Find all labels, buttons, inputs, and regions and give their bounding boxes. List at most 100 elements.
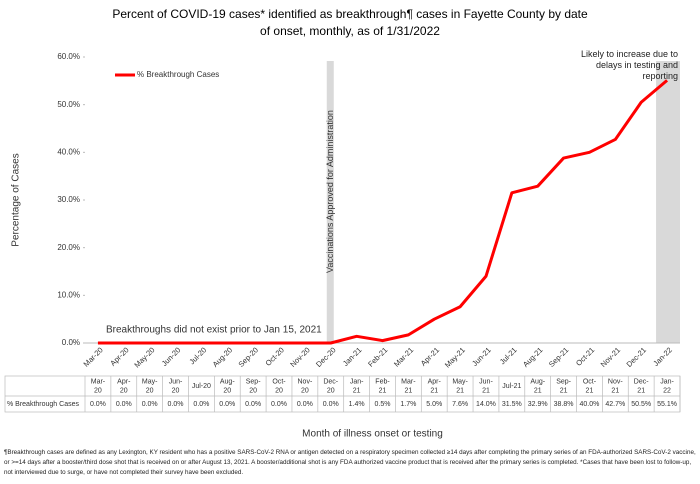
table-row-header: % Breakthrough Cases [7,401,79,408]
table-value: 0.0% [271,401,287,408]
table-header-part: Dec- [634,378,649,385]
x-tick-label: Aug-21 [521,345,544,368]
table-header-part: Oct- [272,378,286,385]
table-value: 0.0% [90,401,106,408]
table-value: 7.6% [452,401,468,408]
table-header: Sep- 20 [246,378,261,394]
table-header: May- 20 [142,378,158,394]
table-value: 55.1% [657,401,677,408]
table-header-part: Sep- [556,378,571,385]
table-header: Jul-20 [192,383,211,390]
table-value: 0.0% [323,401,339,408]
table-header-part: 21 [379,387,387,394]
table-value: 32.9% [528,401,548,408]
x-tick-label: Nov-21 [599,345,622,368]
table-header: Jan- 22 [660,378,674,394]
table-value: 0.0% [245,401,261,408]
table-value: 1.4% [349,401,365,408]
x-tick-label: Jun-20 [160,345,183,368]
table-header-part: Nov- [608,378,623,385]
table-header-part: May- [452,378,468,385]
x-tick-label: May-21 [443,345,467,369]
table-header-part: Feb- [375,378,390,385]
chart-title: Percent of COVID-19 cases* identified as… [112,7,588,38]
y-tick-label: 0.0% [62,338,80,347]
table-header-part: Jun- [169,378,183,385]
table-header-part: Apr- [117,378,131,385]
annotation: Breakthroughs did not exist prior to Jan… [106,325,322,336]
table-header-part: May- [142,378,158,385]
x-tick-label: Feb-21 [366,345,389,368]
table-value: 0.0% [193,401,209,408]
vaccine-band [326,61,334,343]
legend-label: % Breakthrough Cases [137,70,219,79]
footnote: ¶Breakthrough cases are defined as any L… [4,449,696,476]
x-tick-label: Apr-20 [108,345,130,367]
table-header: Mar- 21 [401,378,416,394]
y-tick-label: 10.0% [57,290,80,299]
table-header: Nov- 21 [608,378,623,394]
series-line [97,79,669,345]
table-value: 1.7% [400,401,416,408]
table-header-part: 21 [637,387,645,394]
table-header: Oct- 21 [583,378,597,394]
table-header-part: 21 [404,387,412,394]
table-header-part: 20 [275,387,283,394]
table-value: 0.0% [116,401,132,408]
table-header-part: 20 [120,387,128,394]
table-value: 40.0% [580,401,600,408]
table-header: Aug- 20 [220,378,235,394]
table-header-part: 21 [560,387,568,394]
table-header: Aug- 21 [530,378,545,394]
x-tick-label: Jul-21 [498,345,519,366]
table-value: 5.0% [426,401,442,408]
annotation: Vaccinations Approved for Administration [325,110,335,273]
table-header-part: Aug- [220,378,235,385]
table-value: 14.0% [476,401,496,408]
table-header: Sep- 21 [556,378,571,394]
x-tick-label: Dec-20 [314,345,337,368]
table-header-part: 20 [146,387,154,394]
table-header-part: 20 [94,387,102,394]
table-header-part: 22 [663,387,671,394]
table-header-part: Mar- [91,378,106,385]
table-header-part: Jun- [479,378,493,385]
table-header-part: Aug- [530,378,545,385]
table-header-part: 20 [249,387,257,394]
x-tick-label: Jan-22 [651,345,674,368]
table-header-part: Apr- [428,378,442,385]
x-tick-label: Oct-20 [264,345,286,367]
table-header: Apr- 21 [428,378,442,394]
table-header-part: 20 [327,387,335,394]
table-header: Jul-21 [502,383,521,390]
table-header: Feb- 21 [375,378,390,394]
table-header-part: 21 [353,387,361,394]
y-axis-label: Percentage of Cases [11,153,22,246]
table-header-part: 20 [223,387,231,394]
table-value: 0.0% [168,401,184,408]
table-header: Oct- 20 [272,378,286,394]
table-value: 0.5% [375,401,391,408]
x-tick-label: Jul-20 [187,345,208,366]
annotation: Likely to increase due to delays in test… [580,49,678,81]
table-header-part: Sep- [246,378,261,385]
table-header-part: Mar- [401,378,416,385]
table-value: 38.8% [554,401,574,408]
x-tick-label: Mar-21 [392,345,415,368]
table-header-part: 20 [301,387,309,394]
table-header: Jun- 20 [169,378,183,394]
table-header: Nov- 20 [298,378,313,394]
table-header: Jun- 21 [479,378,493,394]
x-tick-label: Jan-21 [341,345,364,368]
table-header-part: 21 [456,387,464,394]
incomplete-band [656,61,680,343]
table-value: 0.0% [297,401,313,408]
table-value: 0.0% [219,401,235,408]
table-header-part: 21 [611,387,619,394]
table-header: Dec- 21 [634,378,649,394]
table-header-part: Oct- [583,378,597,385]
table-header-part: 21 [430,387,438,394]
x-tick-label: Sep-20 [237,345,260,368]
